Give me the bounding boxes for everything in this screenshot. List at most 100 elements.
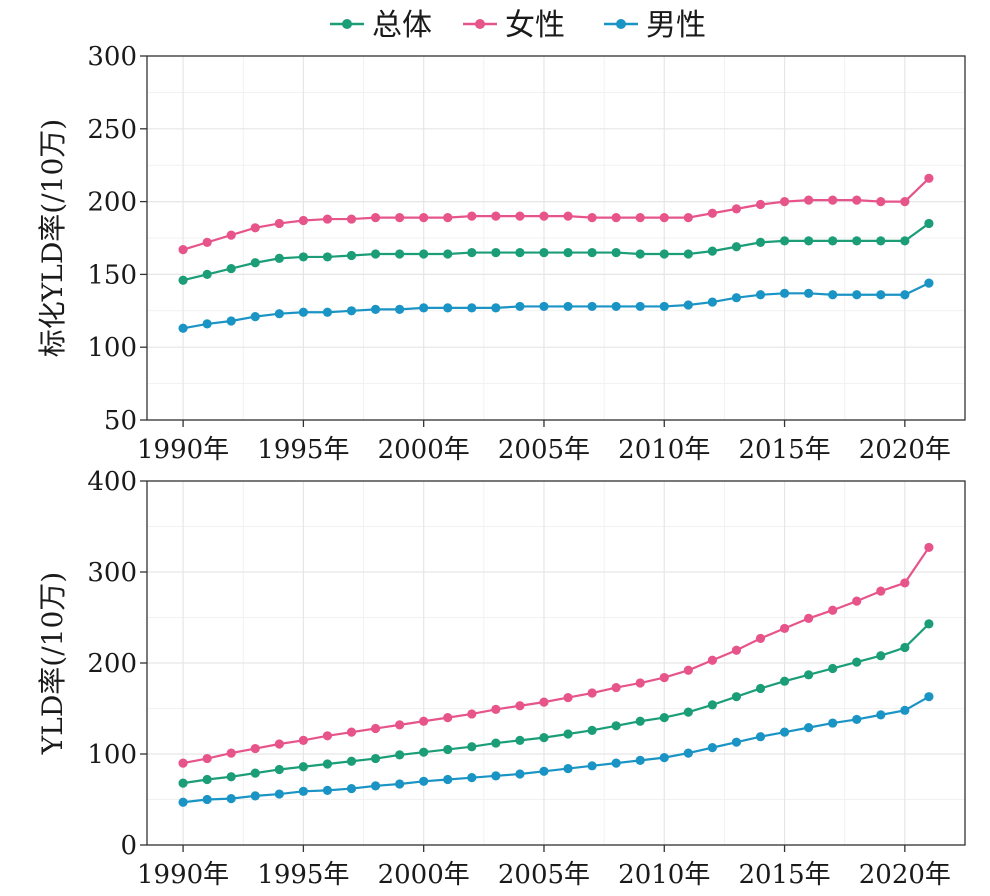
data-point bbox=[539, 247, 549, 258]
data-point bbox=[707, 208, 717, 218]
data-point bbox=[467, 742, 477, 752]
data-point bbox=[563, 247, 573, 258]
data-point bbox=[563, 729, 573, 739]
x-tick-label: 2010年 bbox=[618, 860, 710, 890]
data-point bbox=[178, 323, 188, 333]
data-point bbox=[515, 301, 525, 312]
data-point bbox=[876, 236, 886, 246]
data-point bbox=[924, 542, 934, 553]
data-point bbox=[370, 304, 381, 314]
data-point bbox=[370, 249, 381, 259]
data-point bbox=[804, 288, 814, 298]
data-point bbox=[659, 249, 669, 259]
legend-label: 女性 bbox=[505, 8, 565, 43]
data-point bbox=[900, 705, 910, 715]
legend-label: 男性 bbox=[646, 8, 706, 43]
data-point bbox=[876, 710, 886, 720]
data-point bbox=[515, 211, 525, 221]
data-point bbox=[226, 772, 236, 782]
data-point bbox=[202, 794, 212, 805]
data-point bbox=[731, 692, 742, 702]
y-tick-label: 200 bbox=[87, 188, 137, 218]
data-point bbox=[779, 236, 790, 246]
data-point bbox=[322, 785, 333, 796]
x-tick-label: 2020年 bbox=[859, 860, 951, 890]
data-point bbox=[346, 214, 357, 224]
data-point bbox=[539, 301, 549, 312]
data-point bbox=[467, 247, 477, 258]
data-point bbox=[419, 249, 429, 259]
data-point bbox=[322, 214, 333, 224]
data-point bbox=[274, 309, 284, 319]
data-point bbox=[587, 213, 597, 223]
data-point bbox=[250, 743, 260, 754]
data-point bbox=[250, 223, 260, 233]
data-point bbox=[178, 797, 188, 807]
data-point bbox=[539, 697, 549, 707]
data-point bbox=[467, 709, 477, 719]
data-point bbox=[563, 301, 573, 312]
data-point bbox=[707, 743, 717, 753]
data-point bbox=[707, 700, 717, 710]
data-point bbox=[370, 753, 381, 764]
y-tick-label: 200 bbox=[87, 649, 137, 679]
data-point bbox=[467, 773, 477, 783]
data-point bbox=[298, 786, 308, 796]
data-point bbox=[563, 211, 573, 221]
data-point bbox=[202, 753, 212, 764]
data-point bbox=[202, 237, 212, 247]
data-point bbox=[924, 218, 934, 229]
data-point bbox=[900, 290, 910, 300]
data-point bbox=[178, 758, 188, 768]
data-point bbox=[779, 727, 790, 737]
data-point bbox=[443, 249, 453, 259]
data-point bbox=[804, 236, 814, 246]
data-point bbox=[755, 199, 766, 210]
data-point bbox=[852, 290, 862, 300]
data-point bbox=[828, 663, 838, 674]
data-point bbox=[924, 692, 934, 702]
data-point bbox=[683, 213, 693, 223]
x-tick-label: 2010年 bbox=[618, 435, 710, 465]
data-point bbox=[443, 303, 453, 313]
data-point bbox=[635, 755, 645, 765]
data-point bbox=[779, 288, 790, 298]
data-point bbox=[731, 737, 742, 747]
plot-frame bbox=[146, 55, 966, 421]
x-tick-label: 2000年 bbox=[378, 860, 470, 890]
data-point bbox=[467, 211, 477, 221]
data-point bbox=[250, 768, 260, 778]
data-point bbox=[635, 301, 645, 312]
data-point bbox=[707, 246, 717, 256]
data-point bbox=[443, 744, 453, 755]
data-point bbox=[876, 290, 886, 300]
y-tick-label: 250 bbox=[87, 115, 137, 145]
data-point bbox=[346, 756, 357, 766]
data-point bbox=[804, 670, 814, 680]
data-point bbox=[274, 739, 284, 749]
series-female bbox=[178, 542, 934, 768]
legend: 总体 女性 男性 bbox=[330, 8, 706, 43]
data-point bbox=[611, 213, 621, 223]
data-point bbox=[443, 213, 453, 223]
data-point bbox=[346, 783, 357, 794]
data-point bbox=[900, 197, 910, 207]
data-point bbox=[491, 211, 501, 221]
data-point bbox=[852, 714, 862, 725]
data-point bbox=[298, 735, 308, 745]
y-axis-title: YLD率(/10万) bbox=[36, 572, 69, 755]
data-point bbox=[563, 763, 573, 774]
data-point bbox=[226, 230, 236, 240]
data-point bbox=[250, 258, 260, 268]
data-point bbox=[683, 748, 693, 758]
data-point bbox=[419, 776, 429, 786]
data-point bbox=[395, 249, 405, 259]
data-point bbox=[515, 769, 525, 779]
data-point bbox=[443, 774, 453, 785]
x-tick-label: 1990年 bbox=[137, 860, 229, 890]
legend-label: 总体 bbox=[372, 8, 432, 43]
x-tick-label: 2015年 bbox=[738, 435, 830, 465]
data-point bbox=[202, 319, 212, 329]
data-point bbox=[876, 651, 886, 661]
data-point bbox=[491, 247, 501, 258]
